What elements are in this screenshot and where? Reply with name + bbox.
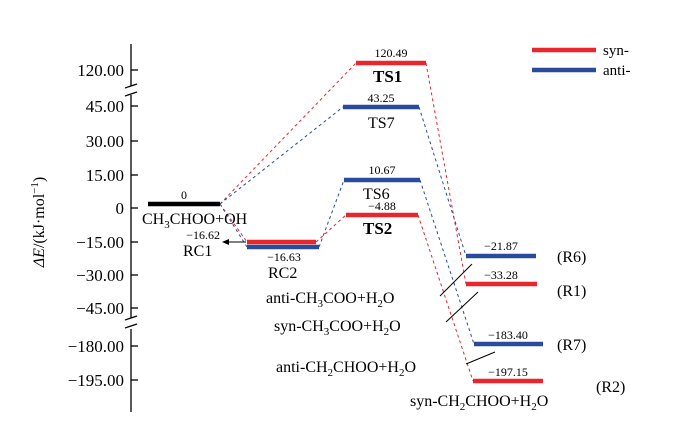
label-r6: (R6) <box>557 249 586 266</box>
connector-anti <box>219 203 248 248</box>
y-axis-label: ΔE/(kJ·mol−1) <box>29 177 48 268</box>
label-r7: (R7) <box>557 337 586 354</box>
y-tick-label: 45.00 <box>86 97 124 116</box>
connectors <box>219 62 475 382</box>
label-ts6: TS6 <box>363 186 390 203</box>
y-tick-label: −45.00 <box>76 299 124 318</box>
connector-syn <box>315 214 347 243</box>
rc1-arrowhead <box>222 239 229 245</box>
y-tick-label: −195.00 <box>68 371 124 390</box>
value-labels: 0 −16.62 −16.63 120.49 43.25 10.67 −4.88… <box>181 46 528 379</box>
connector-anti <box>318 179 345 248</box>
connector-anti <box>219 106 344 205</box>
label-r1: (R1) <box>557 283 586 300</box>
connector-syn <box>417 214 474 382</box>
value-label-ts6: 10.67 <box>369 163 396 177</box>
value-label-rc2: −16.63 <box>267 250 301 264</box>
y-tick-label: −30.00 <box>76 266 124 285</box>
value-label-r1: −33.28 <box>484 268 518 282</box>
energy-levels <box>148 60 543 384</box>
y-tick-label: −180.00 <box>68 337 124 356</box>
label-ts7: TS7 <box>368 115 395 132</box>
legend: syn- anti- <box>532 43 631 79</box>
connector-syn <box>219 62 357 205</box>
y-axis <box>124 44 138 412</box>
value-label-r2: −197.15 <box>488 365 528 379</box>
label-anti-ch2choo: anti-CH2CHOO+H2O <box>276 359 416 379</box>
label-rc2: RC2 <box>268 265 297 282</box>
value-label-ts7: 43.25 <box>368 91 395 105</box>
leader-lines <box>439 263 496 365</box>
value-label-ts1: 120.49 <box>375 46 408 60</box>
y-tick-label: −15.00 <box>76 233 124 252</box>
y-tick-label: 120.00 <box>77 61 124 80</box>
label-r2: (R2) <box>596 379 625 396</box>
label-syn-ch3coo: syn-CH3COO+H2O <box>274 318 401 338</box>
connector-anti <box>419 179 475 345</box>
legend-label-syn: syn- <box>603 43 629 59</box>
connector-anti <box>418 106 467 257</box>
y-tick-labels: 120.00 45.00 30.00 15.00 0 −15.00 −30.00… <box>68 61 124 390</box>
value-label-r6: −21.87 <box>484 239 518 253</box>
value-label-r7: −183.40 <box>488 328 528 342</box>
label-rc1: RC1 <box>183 243 212 260</box>
label-syn-ch2choo: syn-CH2CHOO+H2O <box>410 393 548 413</box>
label-reactant: CH3CHOO+OH <box>142 211 248 231</box>
y-tick-label: 0 <box>116 199 125 218</box>
label-ts2: TS2 <box>363 219 392 238</box>
y-tick-label: 30.00 <box>86 132 124 151</box>
connector-syn <box>425 62 467 285</box>
value-label-rc1: −16.62 <box>186 228 220 242</box>
legend-label-anti: anti- <box>603 63 631 79</box>
label-anti-ch3coo: anti-CH3COO+H2O <box>266 290 394 310</box>
value-label-ts2: −4.88 <box>368 199 396 213</box>
value-label-reactant: 0 <box>181 188 187 202</box>
y-tick-label: 15.00 <box>86 166 124 185</box>
label-ts1: TS1 <box>373 67 402 86</box>
